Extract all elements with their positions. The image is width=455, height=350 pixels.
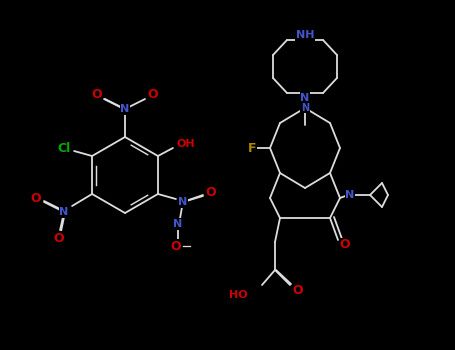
Text: N: N — [178, 197, 187, 207]
Text: O: O — [92, 89, 102, 101]
Text: O: O — [31, 191, 41, 204]
Text: N: N — [301, 103, 309, 113]
Text: O: O — [54, 231, 65, 245]
Text: N: N — [345, 190, 354, 200]
Text: N: N — [173, 219, 182, 229]
Text: O: O — [171, 239, 181, 252]
Text: O: O — [293, 284, 303, 296]
Text: N: N — [300, 93, 309, 103]
Text: O: O — [148, 89, 158, 101]
Text: Cl: Cl — [57, 141, 71, 154]
Text: N: N — [60, 207, 69, 217]
Text: N: N — [121, 104, 130, 114]
Text: NH: NH — [296, 30, 314, 40]
Text: HO: HO — [229, 290, 248, 300]
Text: O: O — [340, 238, 350, 252]
Text: O: O — [206, 187, 216, 199]
Text: F: F — [248, 141, 256, 154]
Text: OH: OH — [177, 139, 195, 149]
